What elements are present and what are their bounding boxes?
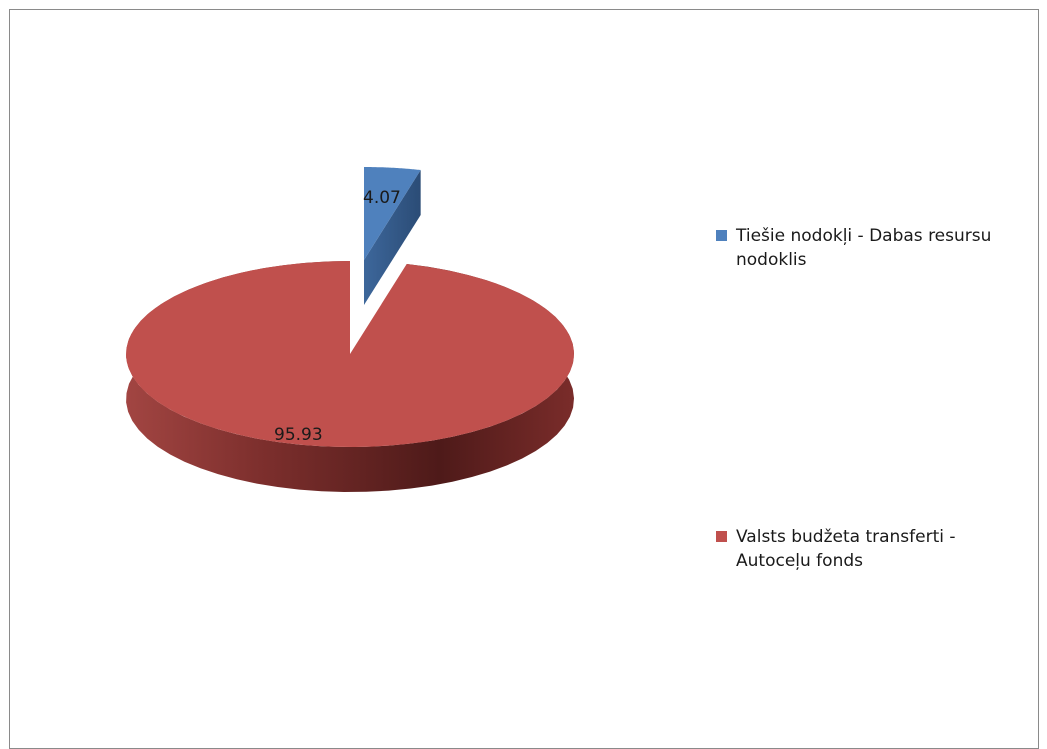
slice-tiesie-nodokli (364, 167, 421, 260)
data-label-tiesie-nodokli: 4.07 (363, 188, 401, 208)
legend-label: Tiešie nodokļi - Dabas resursu nodoklis (736, 226, 992, 270)
legend-swatch-red (716, 531, 727, 542)
pie-chart: 4.07 95.93 (126, 167, 574, 492)
legend-label: Valsts budžeta transferti - Autoceļu fon… (736, 527, 956, 571)
data-label-valsts-budzeta-transferti: 95.93 (274, 425, 323, 445)
slice-wall-tiesie-nodokli (364, 170, 421, 305)
legend-swatch-blue (716, 230, 727, 241)
slice-valsts-budzeta-transferti (126, 261, 574, 447)
